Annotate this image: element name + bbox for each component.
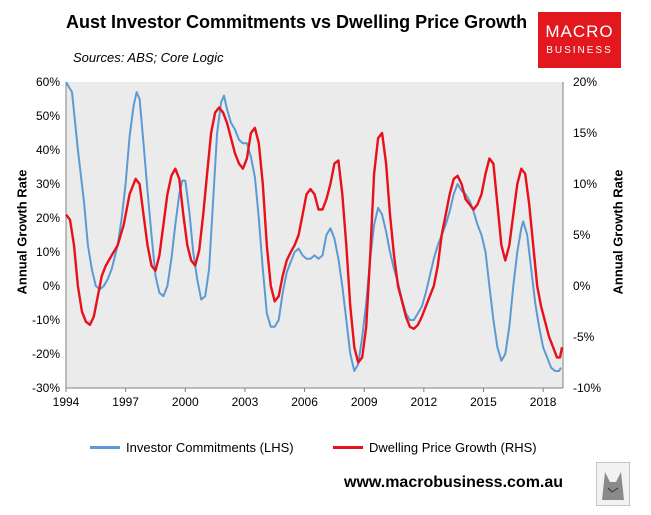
y-tick-label-left: -20% [32,347,60,361]
x-tick-label: 2012 [410,395,437,409]
legend-item-dwelling: Dwelling Price Growth (RHS) [333,440,537,455]
legend-label-investor: Investor Commitments (LHS) [126,440,294,455]
x-tick-label: 2003 [232,395,259,409]
y-tick-label-left: 50% [36,109,60,123]
y-tick-label-right: 15% [573,126,597,140]
y-tick-label-right: 20% [573,75,597,89]
y-tick-label-right: 0% [573,279,591,293]
x-tick-label: 2018 [530,395,557,409]
x-tick-label: 2009 [351,395,378,409]
logo-line2: BUSINESS [546,45,613,56]
plot-area [66,82,563,388]
series-group [65,81,564,372]
series-line-dwelling-price-growth [65,106,564,364]
y-tick-label-left: 40% [36,143,60,157]
y-tick-label-left: 30% [36,177,60,191]
y-tick-label-left: 10% [36,245,60,259]
x-tick-label: 1997 [112,395,139,409]
chart-title: Aust Investor Commitments vs Dwelling Pr… [66,12,528,32]
y-tick-label-right: 10% [573,177,597,191]
y-tick-label-right: -10% [573,381,601,395]
y-tick-label-left: -30% [32,381,60,395]
website-url: www.macrobusiness.com.au [344,474,564,491]
y-tick-label-right: 5% [573,228,591,242]
macrobusiness-logo: MACRO BUSINESS [538,12,621,68]
y-tick-label-left: -10% [32,313,60,327]
legend-label-dwelling: Dwelling Price Growth (RHS) [369,440,537,455]
x-tick-label: 2015 [470,395,497,409]
axes: -30% -20% -10% 0% 10% 20% 30% 40% 50% 60% -10% -5% 0… [32,75,601,409]
legend-item-investor: Investor Commitments (LHS) [90,440,294,455]
sources-note: Sources: ABS; Core Logic [73,50,224,65]
y-tick-label-left: 20% [36,211,60,225]
logo-line1: MACRO [545,22,614,41]
wolf-logo-icon [596,462,630,506]
x-tick-label: 1994 [53,395,80,409]
legend-swatch-investor [90,446,120,449]
y-tick-label-left: 60% [36,75,60,89]
y-tick-label-right: -5% [573,330,595,344]
x-tick-label: 2000 [172,395,199,409]
x-tick-label: 2006 [291,395,318,409]
legend-swatch-dwelling [333,446,363,449]
y-tick-label-left: 0% [43,279,61,293]
